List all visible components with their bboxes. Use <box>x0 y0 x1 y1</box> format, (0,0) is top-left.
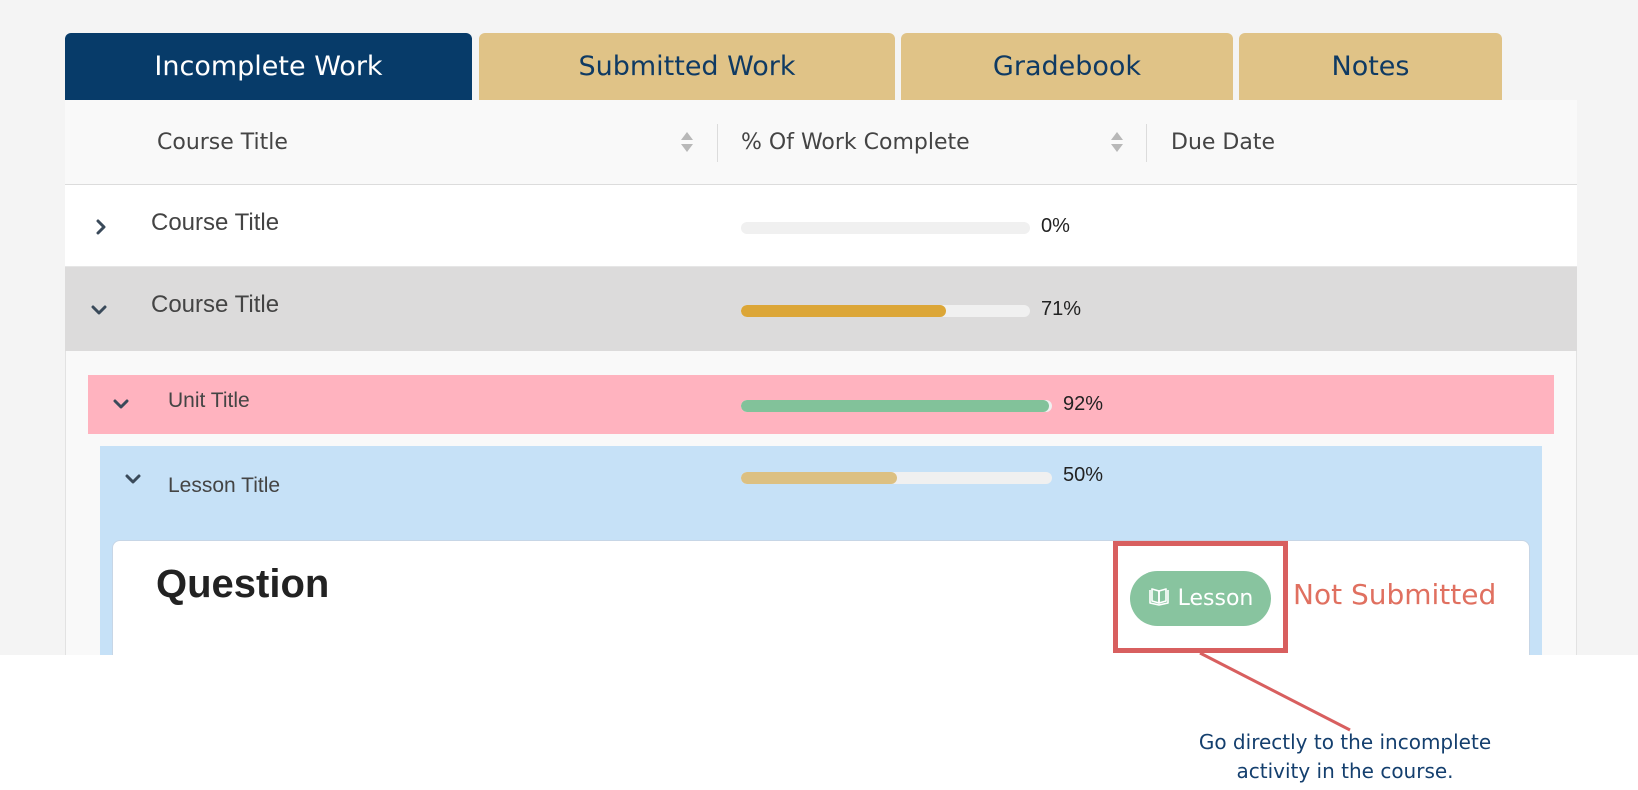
tab-label: Incomplete Work <box>154 51 383 82</box>
tab-submitted-work[interactable]: Submitted Work <box>479 33 895 100</box>
progress-bar <box>741 222 1030 234</box>
tab-incomplete-work[interactable]: Incomplete Work <box>65 33 472 100</box>
annotation-text: Go directly to the incomplete activity i… <box>1180 728 1510 786</box>
progress-percent: 71% <box>1041 298 1082 320</box>
column-divider <box>1146 124 1147 162</box>
lesson-title: Lesson Title <box>168 474 281 497</box>
book-icon <box>1148 586 1170 612</box>
progress-bar-fill <box>741 305 947 317</box>
progress-bar <box>741 472 1052 484</box>
chevron-down-icon[interactable] <box>120 466 146 492</box>
tab-gradebook[interactable]: Gradebook <box>901 33 1233 100</box>
course-title: Course Title <box>151 291 280 318</box>
progress-bar <box>741 400 1052 412</box>
progress-percent: 0% <box>1041 215 1070 237</box>
tab-notes[interactable]: Notes <box>1239 33 1502 100</box>
progress-bar-fill <box>741 400 1049 412</box>
annotation-highlight-box <box>1113 541 1288 653</box>
table-row-course[interactable]: Course Title 71% <box>65 267 1577 351</box>
column-divider <box>717 124 718 162</box>
chevron-right-icon[interactable] <box>87 213 115 241</box>
lesson-button[interactable]: Lesson <box>1130 571 1271 626</box>
status-badge: Not Submitted <box>1293 578 1497 611</box>
lesson-button-label: Lesson <box>1177 586 1254 611</box>
progress-bar-fill <box>741 472 897 484</box>
tab-label: Notes <box>1331 51 1410 82</box>
question-title: Question <box>156 562 330 606</box>
progress-percent: 92% <box>1063 393 1104 415</box>
sort-icon[interactable] <box>1111 132 1123 154</box>
table-row-course[interactable]: Course Title 0% <box>65 185 1577 267</box>
course-title: Course Title <box>151 209 280 236</box>
table-header: Course Title % Of Work Complete Due Date <box>65 100 1577 185</box>
chevron-down-icon[interactable] <box>85 296 113 324</box>
tab-label: Gradebook <box>992 51 1142 82</box>
column-header-percent-complete[interactable]: % Of Work Complete <box>741 130 970 155</box>
question-card <box>112 540 1530 655</box>
unit-title: Unit Title <box>168 389 250 412</box>
annotation-line: activity in the course. <box>1236 759 1454 783</box>
progress-percent: 50% <box>1063 464 1104 486</box>
annotation-line: Go directly to the incomplete <box>1198 730 1492 754</box>
progress-bar <box>741 305 1030 317</box>
chevron-down-icon[interactable] <box>108 391 134 417</box>
sort-icon[interactable] <box>681 132 693 154</box>
column-header-course-title[interactable]: Course Title <box>157 130 288 155</box>
table-row-unit[interactable]: Unit Title 92% <box>88 375 1554 434</box>
tab-label: Submitted Work <box>578 51 796 82</box>
column-header-due-date[interactable]: Due Date <box>1171 130 1275 155</box>
app-background: Incomplete Work Submitted Work Gradebook… <box>0 0 1638 655</box>
